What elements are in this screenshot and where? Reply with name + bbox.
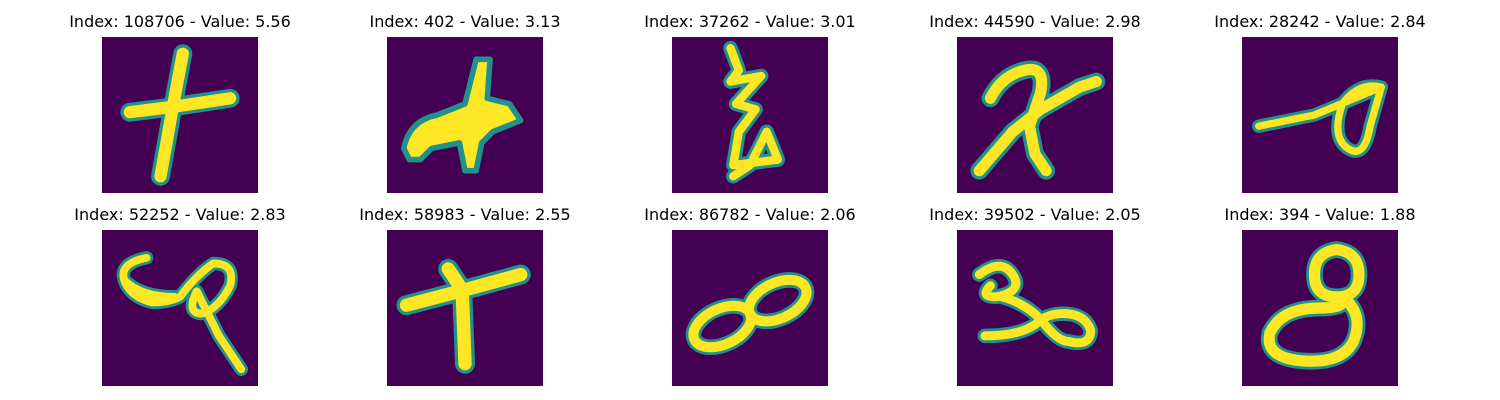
panel-title: Index: 394 - Value: 1.88 xyxy=(1224,205,1416,224)
t-shape-glyph-image xyxy=(387,230,543,386)
panel-8: Index: 86782 - Value: 2.06 xyxy=(620,203,880,388)
cursive-x-glyph-svg xyxy=(970,60,1106,180)
cursive-x-glyph-image xyxy=(957,37,1113,193)
panel-2: Index: 402 - Value: 3.13 xyxy=(335,10,595,195)
panel-9: Index: 39502 - Value: 2.05 xyxy=(905,203,1165,388)
panel-title: Index: 37262 - Value: 3.01 xyxy=(644,12,856,31)
panel-4: Index: 44590 - Value: 2.98 xyxy=(905,10,1165,195)
eight-glyph-image xyxy=(1242,230,1398,386)
line-loop-glyph-svg xyxy=(1252,79,1388,158)
blob-glyph-svg xyxy=(400,56,524,174)
panel-title: Index: 402 - Value: 3.13 xyxy=(369,12,561,31)
infinity-glyph-image xyxy=(672,230,828,386)
panel-title: Index: 108706 - Value: 5.56 xyxy=(69,12,291,31)
plus-cross-glyph-svg xyxy=(120,44,240,186)
infinity-glyph-svg xyxy=(685,272,815,356)
panel-3: Index: 37262 - Value: 3.01 xyxy=(620,10,880,195)
panel-7: Index: 58983 - Value: 2.55 xyxy=(335,203,595,388)
panel-title: Index: 58983 - Value: 2.55 xyxy=(359,205,571,224)
blob-glyph-image xyxy=(387,37,543,193)
panel-1: Index: 108706 - Value: 5.56 xyxy=(50,10,310,195)
curl-loop-glyph-image xyxy=(102,230,258,386)
panel-title: Index: 44590 - Value: 2.98 xyxy=(929,12,1141,31)
panel-title: Index: 28242 - Value: 2.84 xyxy=(1214,12,1426,31)
panel-title: Index: 86782 - Value: 2.06 xyxy=(644,205,856,224)
panel-6: Index: 52252 - Value: 2.83 xyxy=(50,203,310,388)
squiggle-loop-glyph-svg xyxy=(972,259,1098,351)
panel-10: Index: 394 - Value: 1.88 xyxy=(1190,203,1450,388)
line-loop-glyph-image xyxy=(1242,37,1398,193)
eight-glyph-svg xyxy=(1260,241,1368,370)
plus-cross-glyph-image xyxy=(102,37,258,193)
panel-5: Index: 28242 - Value: 2.84 xyxy=(1190,10,1450,195)
zigzag-glyph-image xyxy=(672,37,828,193)
t-shape-glyph-svg xyxy=(396,258,531,374)
panel-title: Index: 39502 - Value: 2.05 xyxy=(929,205,1141,224)
squiggle-loop-glyph-image xyxy=(957,230,1113,386)
panel-title: Index: 52252 - Value: 2.83 xyxy=(74,205,286,224)
curl-loop-glyph-svg xyxy=(116,251,248,376)
zigzag-glyph-svg xyxy=(723,40,786,184)
